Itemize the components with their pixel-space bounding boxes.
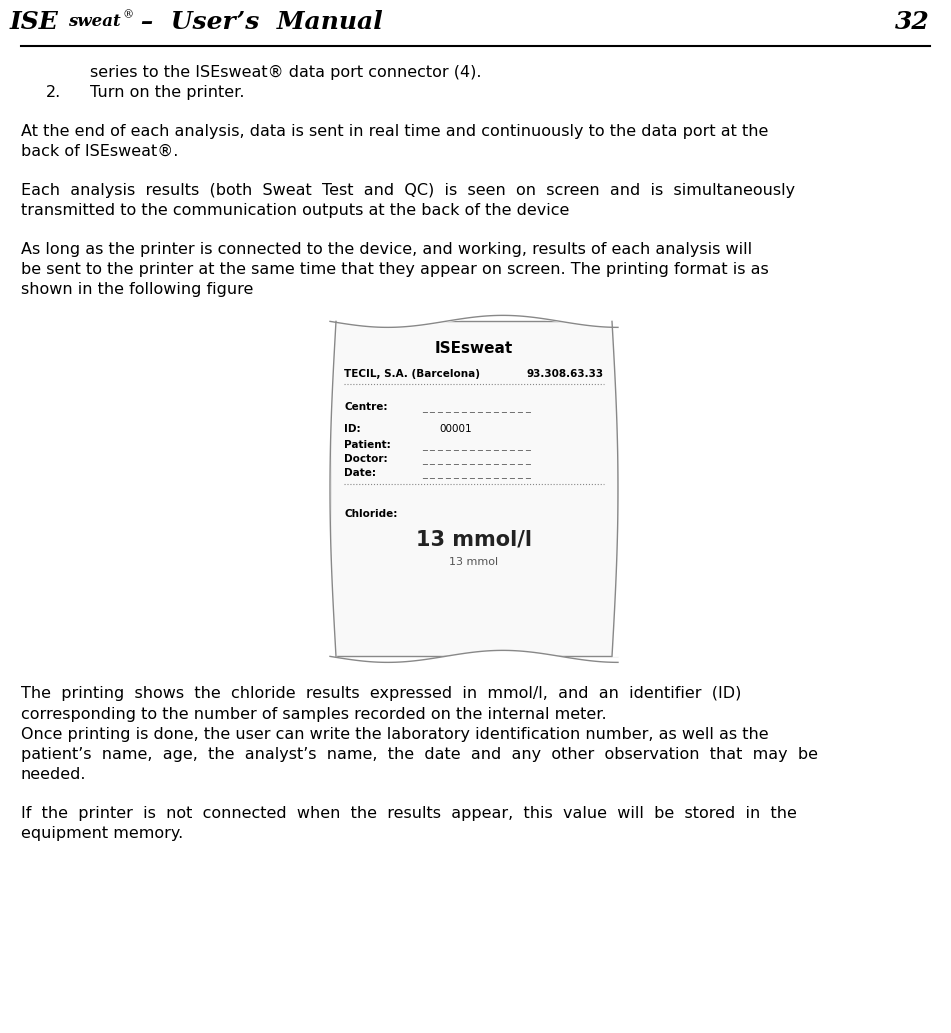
Text: Each  analysis  results  (both  Sweat  Test  and  QC)  is  seen  on  screen  and: Each analysis results (both Sweat Test a… (21, 183, 795, 197)
Text: needed.: needed. (21, 766, 87, 782)
Text: ISE: ISE (10, 10, 59, 34)
Text: series to the ISEsweat® data port connector (4).: series to the ISEsweat® data port connec… (90, 65, 482, 80)
FancyBboxPatch shape (330, 321, 618, 656)
Text: Doctor:: Doctor: (344, 455, 388, 465)
Text: _ _ _ _ _ _ _ _ _ _ _ _ _ _: _ _ _ _ _ _ _ _ _ _ _ _ _ _ (422, 440, 531, 450)
Text: corresponding to the number of samples recorded on the internal meter.: corresponding to the number of samples r… (21, 707, 607, 721)
Text: transmitted to the communication outputs at the back of the device: transmitted to the communication outputs… (21, 202, 570, 218)
Text: At the end of each analysis, data is sent in real time and continuously to the d: At the end of each analysis, data is sen… (21, 124, 768, 138)
Text: equipment memory.: equipment memory. (21, 825, 184, 841)
Text: Centre:: Centre: (344, 403, 388, 412)
Text: TECIL, S.A. (Barcelona): TECIL, S.A. (Barcelona) (344, 370, 480, 379)
Text: ISEsweat: ISEsweat (435, 341, 514, 356)
Text: Turn on the printer.: Turn on the printer. (90, 85, 244, 100)
Text: 13 mmol: 13 mmol (450, 558, 498, 567)
Text: _ _ _ _ _ _ _ _ _ _ _ _ _ _: _ _ _ _ _ _ _ _ _ _ _ _ _ _ (422, 455, 531, 465)
Text: 2.: 2. (46, 85, 61, 100)
Text: 32: 32 (895, 10, 930, 34)
Text: ®: ® (122, 10, 133, 20)
Text: Date:: Date: (344, 468, 377, 478)
Text: 13 mmol/l: 13 mmol/l (416, 529, 532, 550)
Text: The  printing  shows  the  chloride  results  expressed  in  mmol/l,  and  an  i: The printing shows the chloride results … (21, 686, 741, 701)
Text: –  User’s  Manual: – User’s Manual (132, 10, 382, 34)
Text: ID:: ID: (344, 425, 361, 434)
Text: back of ISEsweat®.: back of ISEsweat®. (21, 144, 178, 159)
Text: Once printing is done, the user can write the laboratory identification number, : Once printing is done, the user can writ… (21, 726, 768, 742)
Text: sweat: sweat (68, 13, 121, 30)
Text: shown in the following figure: shown in the following figure (21, 282, 253, 296)
Text: Chloride:: Chloride: (344, 509, 398, 520)
Text: _ _ _ _ _ _ _ _ _ _ _ _ _ _: _ _ _ _ _ _ _ _ _ _ _ _ _ _ (422, 403, 531, 412)
Text: If  the  printer  is  not  connected  when  the  results  appear,  this  value  : If the printer is not connected when the… (21, 806, 797, 820)
Text: patient’s  name,  age,  the  analyst’s  name,  the  date  and  any  other  obser: patient’s name, age, the analyst’s name,… (21, 747, 818, 761)
Text: 93.308.63.33: 93.308.63.33 (527, 370, 604, 379)
Text: As long as the printer is connected to the device, and working, results of each : As long as the printer is connected to t… (21, 242, 752, 256)
Text: 00001: 00001 (439, 425, 472, 434)
Text: _ _ _ _ _ _ _ _ _ _ _ _ _ _: _ _ _ _ _ _ _ _ _ _ _ _ _ _ (422, 468, 531, 478)
Text: Patient:: Patient: (344, 440, 391, 450)
Text: be sent to the printer at the same time that they appear on screen. The printing: be sent to the printer at the same time … (21, 261, 768, 277)
